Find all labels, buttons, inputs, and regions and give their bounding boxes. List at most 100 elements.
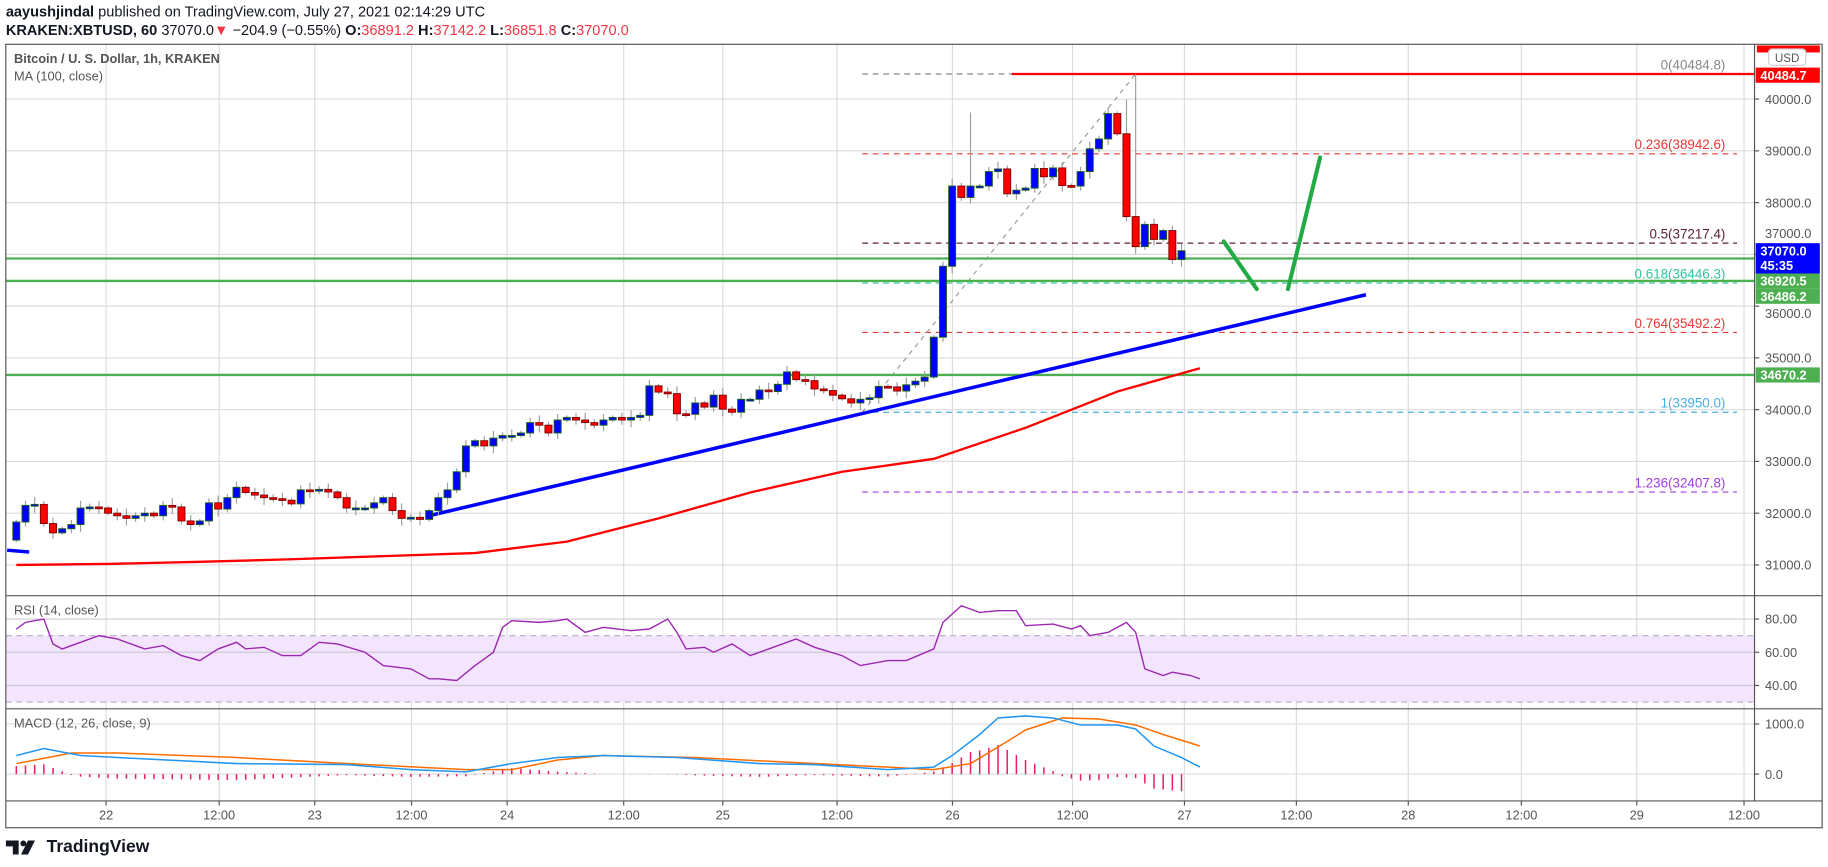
candle[interactable] [929,335,938,380]
candle[interactable] [562,415,571,423]
candle[interactable] [709,390,718,412]
candle[interactable] [131,512,140,522]
candle[interactable] [553,414,562,439]
candle[interactable] [434,492,443,516]
candle[interactable] [370,496,379,514]
candle[interactable] [608,415,617,423]
candle[interactable] [691,396,700,421]
candle[interactable] [361,504,369,512]
candle[interactable] [149,511,158,518]
candle[interactable] [1113,111,1122,136]
candle[interactable] [526,417,535,438]
candle[interactable] [67,519,76,534]
candle[interactable] [617,412,626,425]
candle[interactable] [1049,164,1058,181]
macd-legend[interactable]: MACD (12, 26, close, 9) [13,716,151,731]
candle[interactable] [1003,165,1012,198]
candle[interactable] [21,500,30,527]
candle[interactable] [994,161,1002,179]
candle[interactable] [847,394,856,408]
candle[interactable] [205,498,213,526]
candle[interactable] [324,483,333,498]
candle[interactable] [984,166,993,191]
candle[interactable] [874,380,883,404]
candle[interactable] [315,486,324,495]
currency-button[interactable] [1767,48,1807,66]
candle[interactable] [278,492,287,507]
candle[interactable] [581,412,590,430]
candle[interactable] [489,430,498,454]
candle[interactable] [296,485,305,509]
candle[interactable] [1168,225,1177,265]
candle[interactable] [883,384,892,389]
candle[interactable] [1076,166,1085,191]
candle[interactable] [241,485,250,495]
candle[interactable] [260,487,269,505]
candle[interactable] [654,383,663,395]
candle[interactable] [177,503,186,525]
candle[interactable] [159,500,168,521]
candle[interactable] [85,503,94,512]
candle[interactable] [461,439,470,478]
projection-arrow-line[interactable] [1221,239,1259,292]
candle[interactable] [1094,135,1103,153]
candle[interactable] [342,492,351,513]
candle[interactable] [1177,243,1186,267]
candle[interactable] [379,495,388,505]
candle[interactable] [737,393,746,419]
candle[interactable] [1012,184,1021,200]
candle[interactable] [893,382,902,396]
candle[interactable] [957,182,966,201]
candle[interactable] [599,414,608,432]
candle[interactable] [214,495,223,517]
candle[interactable] [920,371,929,388]
candle[interactable] [590,419,599,429]
candle[interactable] [1159,228,1168,242]
candle[interactable] [856,392,865,411]
candle[interactable] [1131,73,1140,254]
candle[interactable] [764,382,773,399]
candle[interactable] [12,519,21,543]
candle[interactable] [975,183,984,189]
candle[interactable] [122,508,131,526]
candle[interactable] [663,387,672,399]
candle[interactable] [810,373,819,397]
candle[interactable] [1104,107,1113,145]
candle[interactable] [49,517,57,539]
candle[interactable] [746,397,755,402]
candle[interactable] [911,377,920,389]
candle[interactable] [672,386,681,422]
candle[interactable] [1122,99,1131,222]
author-name[interactable]: aayushjindal [5,3,95,20]
candle[interactable] [269,494,278,503]
candle[interactable] [865,394,874,403]
candle[interactable] [1067,183,1076,189]
candle[interactable] [351,500,360,516]
candle[interactable] [333,489,342,500]
candle[interactable] [700,400,709,410]
candle[interactable] [425,508,434,522]
candle[interactable] [727,405,736,416]
candle[interactable] [406,513,415,522]
candle[interactable] [516,430,525,438]
candle[interactable] [1085,141,1094,179]
candle[interactable] [507,429,516,442]
candle[interactable] [966,112,975,204]
rsi-legend[interactable]: RSI (14, close) [13,603,99,618]
candle[interactable] [773,380,782,395]
trendline-stub[interactable] [7,548,30,554]
candle[interactable] [58,526,67,535]
candle[interactable] [1039,161,1048,184]
candle[interactable] [902,377,911,399]
candle[interactable] [755,385,764,404]
candle[interactable] [287,498,296,506]
candle[interactable] [305,482,314,499]
candle[interactable] [792,369,801,382]
candle[interactable] [76,500,85,532]
tradingview-brand[interactable]: TradingView [46,837,150,857]
candle[interactable] [718,387,727,417]
candle[interactable] [480,436,489,451]
candle[interactable] [819,385,828,394]
candle[interactable] [572,412,580,425]
